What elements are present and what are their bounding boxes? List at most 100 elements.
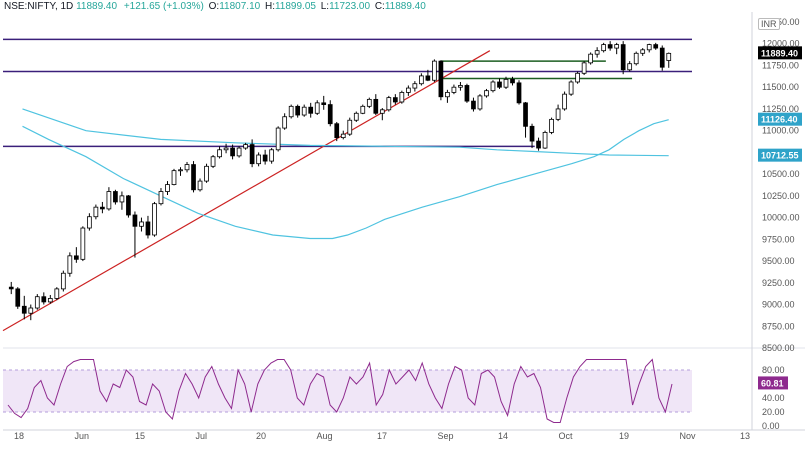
candle-body (139, 221, 144, 227)
candle-body (438, 60, 444, 98)
rsi-tick-label: 80.00 (762, 365, 785, 375)
x-tick-label: Nov (680, 431, 697, 441)
candle-body (549, 118, 554, 133)
x-tick-label: Aug (317, 431, 333, 441)
y-tick-label: 12250.00 (762, 17, 800, 27)
candle-body (113, 191, 118, 203)
candle-body (295, 105, 301, 116)
candle-body (640, 49, 646, 54)
y-tick-label: 8500.00 (762, 343, 795, 353)
candle-body (399, 92, 405, 103)
candle-body (659, 47, 665, 68)
candle-body (555, 108, 561, 120)
y-tick-label: 9000.00 (762, 300, 795, 310)
candle-body (405, 87, 411, 93)
y-tick-label: 8750.00 (762, 321, 795, 331)
moving-average-line (22, 108, 669, 157)
candle-body (74, 255, 79, 260)
y-tick-label: 10500.00 (762, 169, 800, 179)
candle-body (145, 221, 151, 236)
candle-body (575, 72, 580, 83)
candle-body (386, 97, 392, 111)
candle-body (191, 164, 196, 191)
x-tick-label: 13 (740, 431, 750, 441)
candle-body (67, 255, 73, 274)
candle-body (165, 184, 170, 192)
moving-average-line (22, 119, 669, 240)
price-axis-tag-label: 11889.40 (761, 48, 798, 58)
candle-body (106, 191, 112, 210)
price-axis-tag (758, 112, 802, 126)
candle-body (379, 109, 385, 114)
candle-body (633, 52, 639, 65)
candle-body (119, 195, 125, 203)
candle-body (432, 60, 437, 81)
rsi-value-tag (758, 376, 788, 390)
candle-body (464, 85, 470, 102)
y-tick-label: 11250.00 (762, 104, 799, 114)
candle-body (484, 90, 489, 97)
y-tick-label: 9500.00 (762, 256, 795, 266)
rsi-line (7, 358, 673, 423)
trendline (2, 50, 491, 332)
x-tick-label: Sep (438, 431, 454, 441)
candle-body (620, 44, 626, 71)
candle-body (230, 147, 235, 157)
candle-body (217, 149, 222, 158)
rsi-band (3, 370, 692, 412)
candle-body (184, 164, 190, 171)
candle-body (503, 78, 509, 88)
candle-body (360, 105, 366, 114)
candle-body (93, 206, 99, 218)
candle-body (458, 85, 463, 88)
candle-body (41, 296, 47, 303)
candle-body (347, 119, 353, 135)
candle-body (529, 125, 535, 142)
candle-body (510, 78, 515, 84)
candle-body (445, 92, 450, 98)
candle-body (152, 203, 157, 236)
candle-body (15, 288, 21, 307)
candle-body (653, 44, 659, 49)
candle-body (471, 100, 476, 110)
candle-body (392, 97, 398, 103)
candle-body (581, 62, 587, 74)
candle-body (197, 180, 203, 191)
low-label: L: (320, 1, 330, 12)
candle-body (607, 44, 613, 49)
candle-body (412, 83, 418, 89)
candle-body (34, 296, 40, 309)
candle-body (536, 140, 541, 149)
price-axis-tag-label: 10712.55 (761, 151, 799, 161)
price-axis-tag (758, 46, 802, 60)
candle-body (490, 81, 496, 92)
candle-body (171, 170, 177, 185)
candle-body (627, 63, 633, 71)
high-label: H: (264, 1, 275, 12)
x-tick-label: Jul (196, 431, 208, 441)
candle-body (308, 106, 314, 114)
x-tick-label: 19 (619, 431, 629, 441)
candle-body (353, 112, 359, 121)
open-value: 11807.10 (219, 1, 261, 12)
candle-body (425, 75, 431, 81)
price-axis-tag-label: 11126.40 (761, 115, 798, 125)
candle-body (588, 53, 593, 64)
candle-body (288, 105, 294, 118)
candle-body (256, 154, 261, 165)
symbol-label: NSE:NIFTY, 1D (4, 1, 74, 12)
y-tick-label: 10000.00 (762, 213, 800, 223)
candle-body (594, 50, 600, 55)
chart-legend: NSE:NIFTY, 1D 11889.40 +121.65 (+1.03%) … (4, 1, 426, 12)
candle-body (477, 95, 483, 110)
currency-badge[interactable]: INR (758, 18, 780, 30)
candle-body (60, 272, 66, 290)
y-tick-label: 11750.00 (762, 60, 799, 70)
candle-body (334, 123, 340, 139)
x-tick-label: 18 (14, 431, 24, 441)
price-change: +121.65 (+1.03%) (123, 1, 204, 12)
high-value: 11899.05 (274, 1, 316, 12)
low-value: 11723.00 (329, 1, 371, 12)
candle-body (243, 144, 248, 149)
